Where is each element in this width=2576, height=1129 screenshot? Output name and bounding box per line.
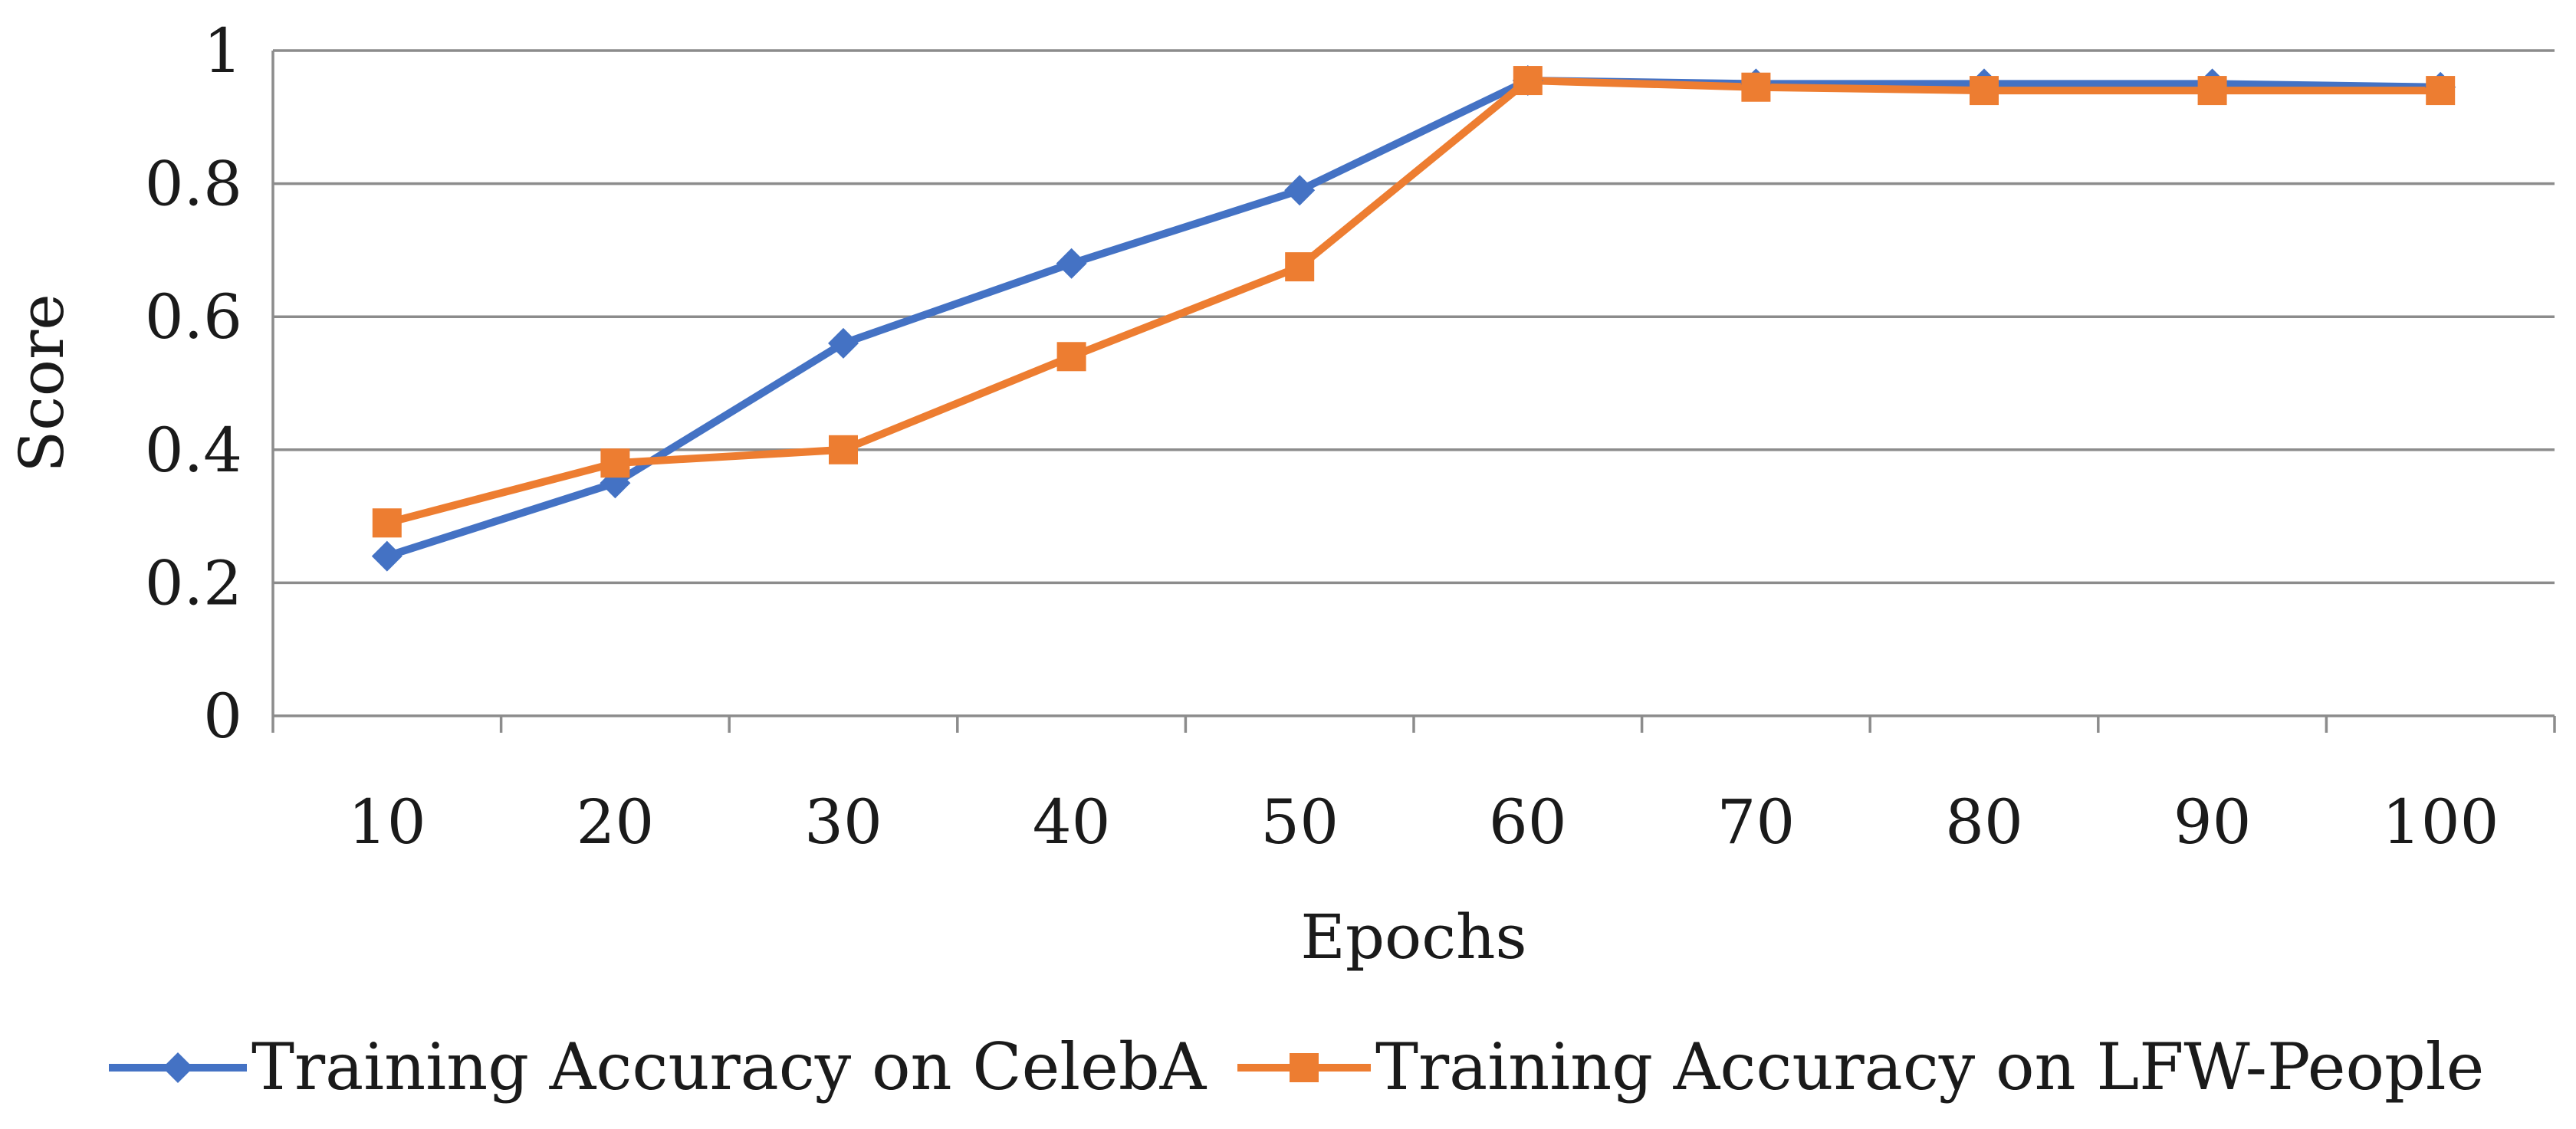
data-point-square — [829, 435, 858, 464]
legend-label-lfw-people: Training Accuracy on LFW-People — [1375, 1029, 2484, 1104]
data-point-square — [372, 508, 402, 538]
y-tick-label: 0.2 — [145, 547, 242, 619]
x-tick-label: 40 — [1033, 786, 1111, 858]
y-tick-label: 0 — [203, 681, 242, 752]
legend-item-celeba: Training Accuracy on CelebA — [109, 1029, 1208, 1104]
data-point-square — [2197, 76, 2227, 106]
data-point-square — [600, 448, 630, 478]
data-point-square — [1285, 252, 1315, 282]
x-tick-label: 30 — [804, 786, 882, 858]
y-tick-label: 1 — [203, 15, 242, 87]
legend-item-lfw-people: Training Accuracy on LFW-People — [1237, 1029, 2484, 1104]
x-tick-label: 80 — [1945, 786, 2023, 858]
data-point-diamond — [1284, 175, 1316, 206]
x-tick-label: 50 — [1260, 786, 1339, 858]
axes — [271, 51, 2556, 733]
x-tick-label: 70 — [1717, 786, 1796, 858]
y-axis-title: Score — [6, 294, 77, 472]
data-point-square — [2426, 76, 2456, 106]
x-tick-label: 60 — [1489, 786, 1567, 858]
series-group — [371, 65, 2456, 572]
data-point-diamond — [371, 540, 402, 572]
gridlines — [273, 49, 2555, 585]
legend: Training Accuracy on CelebA Training Acc… — [109, 1029, 2484, 1104]
y-tick-label: 0.4 — [145, 415, 242, 486]
tick-labels: 0 0.2 0.4 0.6 0.8 1 10 20 30 40 50 60 70 80 90 100 — [145, 15, 2499, 858]
data-point-square — [1741, 72, 1771, 102]
data-point-diamond — [1056, 248, 1087, 279]
data-point-square — [1970, 76, 1999, 106]
y-tick-label: 0.8 — [145, 149, 242, 220]
legend-label-celeba: Training Accuracy on CelebA — [251, 1029, 1208, 1104]
y-tick-label: 0.6 — [145, 281, 242, 353]
x-tick-label: 100 — [2382, 786, 2499, 858]
data-point-square — [1513, 66, 1543, 96]
legend-swatch-diamond-marker — [163, 1052, 193, 1083]
x-tick-label: 20 — [577, 786, 655, 858]
x-tick-label: 10 — [348, 786, 426, 858]
series-line-lfw-people — [383, 77, 2445, 527]
x-axis-title: Epochs — [1300, 901, 1526, 973]
data-point-diamond — [828, 327, 859, 359]
data-point-square — [1056, 342, 1086, 372]
x-tick-label: 90 — [2174, 786, 2252, 858]
legend-swatch-square-marker — [1290, 1053, 1319, 1082]
series-line-celeba — [383, 77, 2445, 560]
